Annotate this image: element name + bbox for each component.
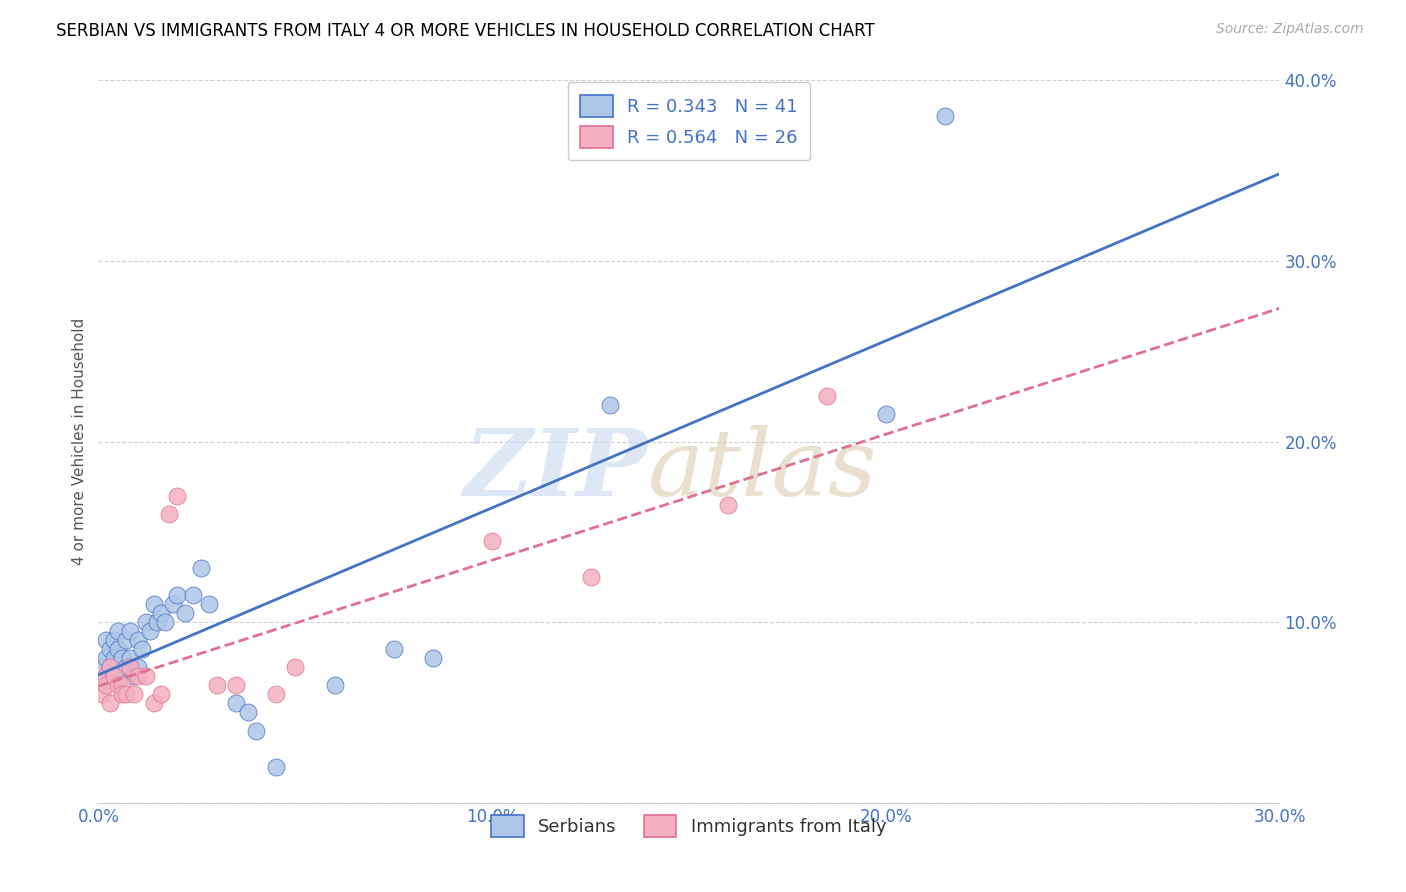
Y-axis label: 4 or more Vehicles in Household: 4 or more Vehicles in Household xyxy=(72,318,87,566)
Point xyxy=(150,687,173,701)
Point xyxy=(181,588,204,602)
Point xyxy=(197,597,219,611)
Point xyxy=(115,687,138,701)
Point xyxy=(91,660,114,674)
Point xyxy=(599,398,621,412)
Point xyxy=(107,642,129,657)
Point xyxy=(115,633,138,648)
Point xyxy=(815,389,838,403)
Point xyxy=(103,651,125,665)
Point xyxy=(127,669,149,683)
Point xyxy=(111,687,134,701)
Point xyxy=(91,687,114,701)
Point xyxy=(579,570,602,584)
Point xyxy=(382,642,405,657)
Point xyxy=(717,498,740,512)
Text: SERBIAN VS IMMIGRANTS FROM ITALY 4 OR MORE VEHICLES IN HOUSEHOLD CORRELATION CHA: SERBIAN VS IMMIGRANTS FROM ITALY 4 OR MO… xyxy=(56,22,875,40)
Point xyxy=(96,651,118,665)
Point xyxy=(190,561,212,575)
Point xyxy=(225,678,247,692)
Point xyxy=(166,588,188,602)
Point xyxy=(146,615,169,630)
Legend: Serbians, Immigrants from Italy: Serbians, Immigrants from Italy xyxy=(484,808,894,845)
Point xyxy=(122,669,145,683)
Point xyxy=(118,651,141,665)
Point xyxy=(103,669,125,683)
Point xyxy=(118,660,141,674)
Point xyxy=(323,678,346,692)
Point xyxy=(127,633,149,648)
Point xyxy=(245,723,267,738)
Point xyxy=(142,597,165,611)
Point xyxy=(111,651,134,665)
Point xyxy=(107,624,129,639)
Point xyxy=(118,624,141,639)
Point xyxy=(98,642,121,657)
Point xyxy=(96,669,118,683)
Point xyxy=(135,669,157,683)
Point xyxy=(284,660,307,674)
Point xyxy=(481,533,503,548)
Point xyxy=(138,624,160,639)
Text: ZIP: ZIP xyxy=(464,425,648,516)
Point xyxy=(96,678,118,692)
Point xyxy=(236,706,259,720)
Point xyxy=(166,489,188,503)
Point xyxy=(162,597,184,611)
Point xyxy=(225,697,247,711)
Point xyxy=(155,615,177,630)
Point xyxy=(111,678,134,692)
Point xyxy=(205,678,228,692)
Point xyxy=(157,507,180,521)
Point xyxy=(98,660,121,674)
Point xyxy=(422,651,444,665)
Point xyxy=(150,606,173,620)
Point xyxy=(103,633,125,648)
Point xyxy=(875,408,897,422)
Point xyxy=(111,669,134,683)
Point xyxy=(934,109,956,123)
Point xyxy=(98,697,121,711)
Point xyxy=(96,633,118,648)
Text: Source: ZipAtlas.com: Source: ZipAtlas.com xyxy=(1216,22,1364,37)
Point xyxy=(131,642,153,657)
Point xyxy=(127,660,149,674)
Point xyxy=(122,687,145,701)
Point xyxy=(115,660,138,674)
Point xyxy=(142,697,165,711)
Point xyxy=(264,687,287,701)
Point xyxy=(107,678,129,692)
Point xyxy=(174,606,197,620)
Text: atlas: atlas xyxy=(648,425,877,516)
Point xyxy=(98,660,121,674)
Point xyxy=(135,615,157,630)
Point xyxy=(264,760,287,774)
